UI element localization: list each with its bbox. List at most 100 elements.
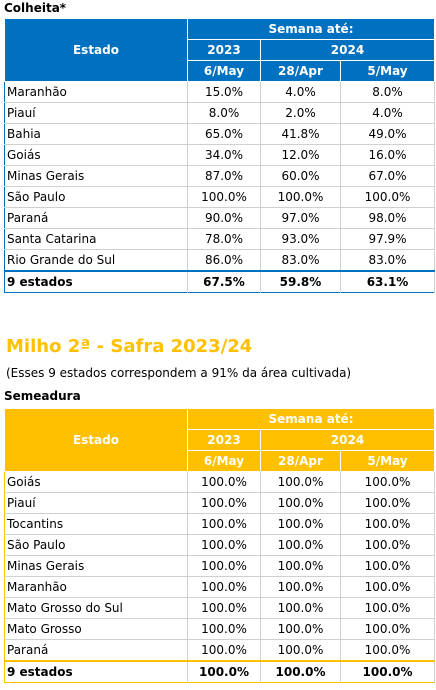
row-value: 100.0%	[187, 492, 261, 514]
row-value: 100.0%	[187, 186, 261, 208]
table-row: Piauí 8.0% 2.0% 4.0%	[4, 102, 436, 124]
row-value: 100.0%	[340, 513, 436, 535]
table-row: Paraná 100.0% 100.0% 100.0%	[4, 639, 436, 662]
table-row: Goiás 100.0% 100.0% 100.0%	[4, 471, 436, 493]
table-row: Mato Grosso do Sul 100.0% 100.0% 100.0%	[4, 597, 436, 619]
row-value: 15.0%	[187, 81, 261, 103]
row-value: 100.0%	[187, 513, 261, 535]
row-value: 97.0%	[260, 207, 341, 229]
row-value: 100.0%	[187, 534, 261, 556]
row-value: 100.0%	[260, 555, 341, 577]
row-value: 49.0%	[340, 123, 436, 145]
total-estado: 9 estados	[4, 660, 188, 683]
colheita-header-date-3: 5/May	[339, 60, 436, 82]
row-value: 87.0%	[187, 165, 261, 187]
row-value: 8.0%	[187, 102, 261, 124]
total-row: 9 estados 100.0% 100.0% 100.0%	[4, 660, 436, 683]
milho-title: Milho 2ª - Safra 2023/24	[6, 336, 253, 357]
row-value: 100.0%	[340, 534, 436, 556]
row-estado: Bahia	[4, 123, 188, 145]
total-value: 100.0%	[340, 660, 436, 683]
semeadura-header-estado: Estado	[4, 408, 188, 472]
semeadura-header-semana: Semana até:	[186, 408, 436, 430]
total-estado: 9 estados	[4, 270, 188, 293]
total-value: 67.5%	[187, 270, 261, 293]
row-value: 90.0%	[187, 207, 261, 229]
total-value: 59.8%	[260, 270, 341, 293]
table-row: Mato Grosso 100.0% 100.0% 100.0%	[4, 618, 436, 640]
row-value: 100.0%	[260, 597, 341, 619]
colheita-header-estado: Estado	[4, 18, 188, 82]
colheita-header-date-1: 6/May	[187, 60, 261, 82]
row-estado: Paraná	[4, 639, 188, 662]
row-estado: Tocantins	[4, 513, 188, 535]
table-row: Tocantins 100.0% 100.0% 100.0%	[4, 513, 436, 535]
row-value: 100.0%	[260, 576, 341, 598]
colheita-caption: Colheita*	[4, 1, 67, 15]
table-row: São Paulo 100.0% 100.0% 100.0%	[4, 534, 436, 556]
row-value: 100.0%	[340, 555, 436, 577]
row-value: 98.0%	[340, 207, 436, 229]
semeadura-header-year-2023: 2023	[187, 429, 261, 451]
row-value: 65.0%	[187, 123, 261, 145]
row-value: 34.0%	[187, 144, 261, 166]
row-estado: Piauí	[4, 492, 188, 514]
row-value: 100.0%	[260, 534, 341, 556]
row-value: 100.0%	[260, 471, 341, 493]
table-row: Santa Catarina 78.0% 93.0% 97.9%	[4, 228, 436, 250]
colheita-header-date-2: 28/Apr	[260, 60, 341, 82]
row-value: 100.0%	[340, 492, 436, 514]
colheita-header-year-2024: 2024	[259, 39, 436, 61]
row-estado: Maranhão	[4, 576, 188, 598]
row-estado: Goiás	[4, 144, 188, 166]
row-estado: São Paulo	[4, 534, 188, 556]
semeadura-table: Estado Semana até: 2023 2024 6/May 28/Ap…	[4, 408, 436, 683]
row-estado: São Paulo	[4, 186, 188, 208]
table-row: Minas Gerais 87.0% 60.0% 67.0%	[4, 165, 436, 187]
row-value: 100.0%	[187, 597, 261, 619]
table-row: Paraná 90.0% 97.0% 98.0%	[4, 207, 436, 229]
row-value: 100.0%	[260, 492, 341, 514]
row-value: 100.0%	[340, 639, 436, 662]
total-value: 63.1%	[340, 270, 436, 293]
row-value: 83.0%	[260, 249, 341, 272]
total-value: 100.0%	[187, 660, 261, 683]
row-value: 83.0%	[340, 249, 436, 272]
table-row: Maranhão 100.0% 100.0% 100.0%	[4, 576, 436, 598]
row-value: 78.0%	[187, 228, 261, 250]
row-value: 60.0%	[260, 165, 341, 187]
row-estado: Rio Grande do Sul	[4, 249, 188, 272]
row-value: 100.0%	[340, 471, 436, 493]
row-value: 100.0%	[260, 618, 341, 640]
row-value: 12.0%	[260, 144, 341, 166]
row-value: 8.0%	[340, 81, 436, 103]
row-value: 100.0%	[260, 186, 341, 208]
table-row: Goiás 34.0% 12.0% 16.0%	[4, 144, 436, 166]
row-estado: Maranhão	[4, 81, 188, 103]
row-estado: Minas Gerais	[4, 165, 188, 187]
semeadura-caption: Semeadura	[4, 389, 81, 403]
semeadura-header-date-1: 6/May	[187, 450, 261, 472]
row-value: 100.0%	[340, 597, 436, 619]
row-estado: Paraná	[4, 207, 188, 229]
row-value: 93.0%	[260, 228, 341, 250]
semeadura-header-year-2024: 2024	[259, 429, 436, 451]
row-estado: Santa Catarina	[4, 228, 188, 250]
row-value: 100.0%	[187, 618, 261, 640]
row-value: 4.0%	[260, 81, 341, 103]
semeadura-header-date-2: 28/Apr	[260, 450, 341, 472]
total-row: 9 estados 67.5% 59.8% 63.1%	[4, 270, 436, 293]
colheita-header-semana: Semana até:	[186, 18, 436, 40]
row-value: 100.0%	[187, 471, 261, 493]
total-value: 100.0%	[260, 660, 341, 683]
table-row: Maranhão 15.0% 4.0% 8.0%	[4, 81, 436, 103]
row-value: 100.0%	[340, 618, 436, 640]
row-value: 100.0%	[187, 555, 261, 577]
row-estado: Goiás	[4, 471, 188, 493]
row-value: 2.0%	[260, 102, 341, 124]
row-value: 16.0%	[340, 144, 436, 166]
table-row: Piauí 100.0% 100.0% 100.0%	[4, 492, 436, 514]
row-value: 100.0%	[340, 186, 436, 208]
row-value: 100.0%	[260, 639, 341, 662]
colheita-table: Estado Semana até: 2023 2024 6/May 28/Ap…	[4, 18, 436, 293]
